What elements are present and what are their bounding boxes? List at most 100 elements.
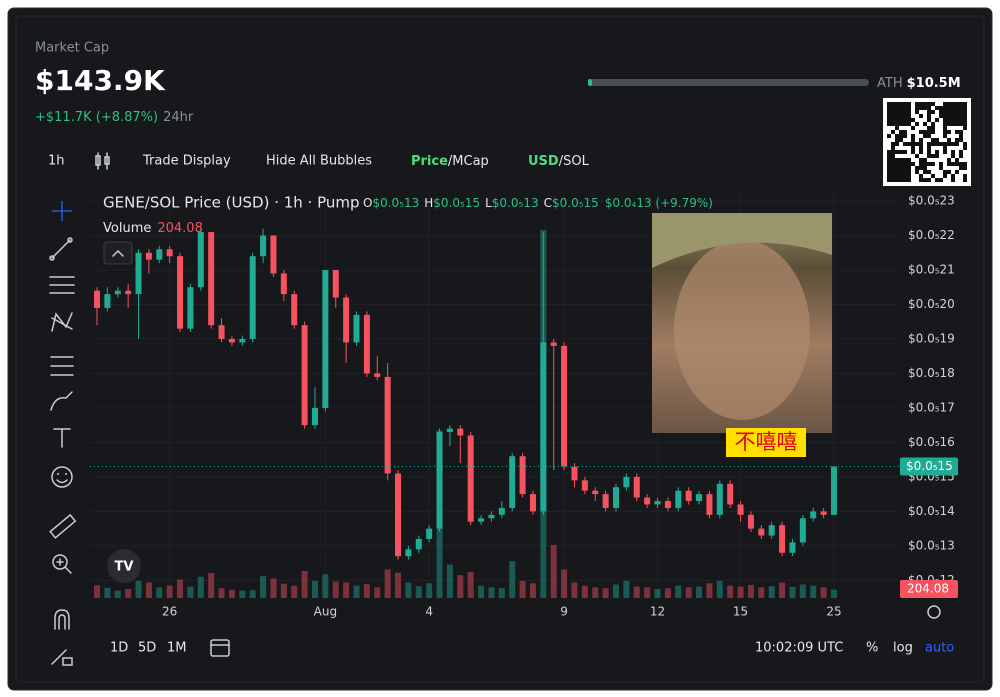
volume-bar bbox=[218, 588, 225, 598]
qr-module bbox=[895, 138, 899, 142]
trade-display-button[interactable]: Trade Display bbox=[142, 154, 231, 169]
last-volume-box bbox=[900, 580, 958, 598]
qr-module bbox=[939, 142, 943, 146]
range-5d[interactable]: 5D bbox=[138, 641, 156, 656]
qr-module bbox=[907, 102, 911, 106]
qr-module bbox=[919, 102, 923, 106]
qr-module bbox=[927, 178, 931, 182]
qr-module bbox=[887, 162, 891, 166]
qr-module bbox=[919, 106, 923, 110]
qr-module bbox=[895, 134, 899, 138]
candle-body bbox=[613, 487, 619, 508]
qr-module bbox=[931, 110, 935, 114]
qr-module bbox=[923, 122, 927, 126]
close-value: $0.0₅15 bbox=[552, 196, 599, 210]
candle-body bbox=[561, 345, 568, 467]
volume-bar bbox=[374, 587, 381, 598]
text-tool[interactable] bbox=[53, 428, 71, 448]
qr-module bbox=[931, 122, 935, 126]
qr-module bbox=[923, 162, 927, 166]
candle-body bbox=[810, 511, 817, 519]
qr-module bbox=[931, 154, 935, 158]
crosshair-tool[interactable] bbox=[52, 201, 72, 221]
candle-body bbox=[789, 542, 796, 553]
mcap-option[interactable]: /MCap bbox=[448, 154, 489, 169]
collapse-button[interactable] bbox=[103, 241, 133, 265]
magnet-tool[interactable] bbox=[54, 609, 70, 630]
low-value: $0.0₅13 bbox=[492, 196, 539, 210]
percent-toggle[interactable]: % bbox=[866, 641, 878, 656]
log-toggle[interactable]: log bbox=[893, 641, 913, 656]
qr-module bbox=[955, 142, 959, 146]
market-cap-label: Market Cap bbox=[35, 41, 109, 56]
qr-module bbox=[895, 166, 899, 170]
qr-module bbox=[935, 178, 939, 182]
qr-module bbox=[907, 106, 911, 110]
qr-module bbox=[951, 122, 955, 126]
qr-module bbox=[891, 162, 895, 166]
qr-module bbox=[915, 142, 919, 146]
qr-module bbox=[895, 110, 899, 114]
y-tick-label: $0.0₅22 bbox=[908, 228, 955, 242]
qr-module bbox=[959, 122, 963, 126]
volume-bar bbox=[696, 586, 703, 598]
axis-settings[interactable] bbox=[927, 605, 941, 619]
range-1d[interactable]: 1D bbox=[110, 641, 128, 656]
volume-bar bbox=[519, 580, 526, 598]
usd-option[interactable]: USD bbox=[528, 154, 559, 169]
ruler-tool[interactable] bbox=[49, 513, 77, 539]
qr-module bbox=[919, 142, 923, 146]
sol-option[interactable]: /SOL bbox=[559, 154, 590, 169]
trendline-tool[interactable] bbox=[49, 237, 73, 261]
currency-toggle[interactable]: USD/SOL bbox=[528, 154, 590, 169]
candle-body bbox=[727, 483, 734, 505]
hide-bubbles-button[interactable]: Hide All Bubbles bbox=[266, 154, 372, 169]
fib-tool[interactable] bbox=[49, 276, 75, 294]
qr-module bbox=[963, 142, 967, 146]
candle-body bbox=[145, 252, 152, 260]
volume-bar bbox=[602, 588, 609, 598]
qr-module bbox=[955, 118, 959, 122]
prediction-tool[interactable] bbox=[50, 356, 74, 376]
auto-toggle[interactable]: auto bbox=[925, 641, 954, 656]
qr-module bbox=[911, 126, 915, 130]
volume-bar bbox=[415, 586, 422, 598]
qr-module bbox=[931, 174, 935, 178]
price-mcap-toggle[interactable]: Price/MCap bbox=[411, 154, 489, 169]
qr-module bbox=[951, 178, 955, 182]
emoji-tool[interactable] bbox=[51, 466, 73, 488]
candle-body bbox=[332, 270, 339, 298]
qr-module bbox=[899, 134, 903, 138]
change-value: +$11.7K (+8.87%) bbox=[35, 110, 158, 125]
qr-module bbox=[947, 122, 951, 126]
brush-tool[interactable] bbox=[50, 391, 73, 411]
volume-bar bbox=[125, 589, 132, 598]
tradingview-logo[interactable]: TV bbox=[107, 549, 141, 583]
qr-module bbox=[903, 122, 907, 126]
qr-module bbox=[907, 114, 911, 118]
candle-body bbox=[820, 511, 827, 515]
volume-bar bbox=[830, 589, 837, 598]
qr-module bbox=[935, 138, 939, 142]
date-range-icon[interactable] bbox=[210, 639, 230, 657]
volume-bar bbox=[249, 590, 256, 598]
candle-body bbox=[135, 252, 142, 295]
qr-module bbox=[895, 142, 899, 146]
ath-value: $10.5M bbox=[907, 76, 961, 91]
range-1m[interactable]: 1M bbox=[167, 641, 187, 656]
volume-bar bbox=[716, 580, 723, 598]
qr-module bbox=[935, 150, 939, 154]
pattern-tool[interactable] bbox=[51, 312, 73, 332]
volume-bar bbox=[426, 583, 433, 598]
qr-module bbox=[951, 142, 955, 146]
ohlc: O$0.0₅13 H$0.0₅15 L$0.0₅13 C$0.0₅15 $0.0₄13 … bbox=[363, 196, 713, 210]
candle-type-icon[interactable] bbox=[95, 152, 110, 170]
zoom-tool[interactable] bbox=[52, 554, 72, 574]
price-option[interactable]: Price bbox=[411, 154, 448, 169]
candle-body bbox=[509, 456, 516, 508]
volume-bar bbox=[291, 585, 298, 598]
qr-module bbox=[939, 166, 943, 170]
qr-module bbox=[935, 142, 939, 146]
lock-tool[interactable] bbox=[51, 649, 73, 666]
interval-button[interactable]: 1h bbox=[48, 154, 65, 169]
